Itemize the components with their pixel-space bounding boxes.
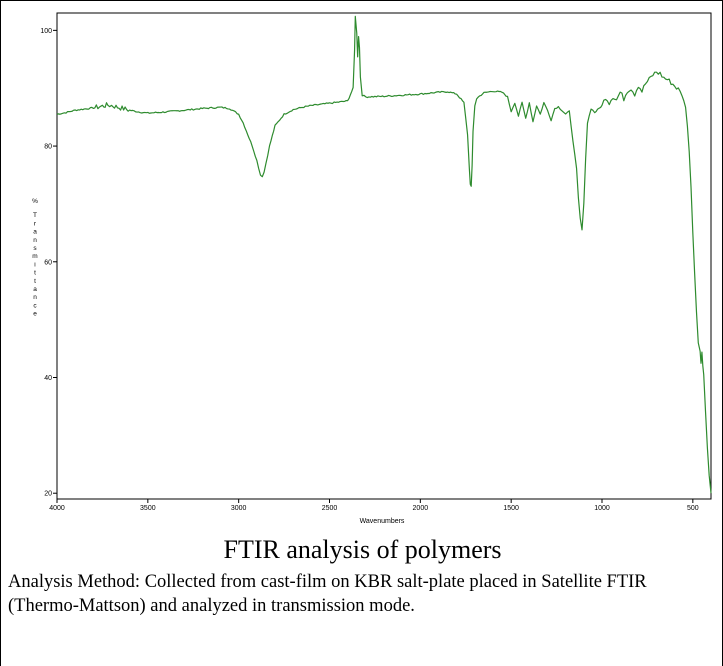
plot-area <box>56 12 712 500</box>
x-tick-label: 3000 <box>231 505 247 512</box>
transmittance-series-line <box>56 15 712 494</box>
y-label-letter: T <box>33 212 37 219</box>
y-tick-label: 80 <box>44 144 52 151</box>
x-tick-label: 2000 <box>413 505 429 512</box>
y-tick-label: 40 <box>44 375 52 382</box>
figure-caption: FTIR analysis of polymers <box>223 535 502 564</box>
y-label-letter: r <box>34 220 37 227</box>
x-tick-label: 500 <box>687 505 699 512</box>
y-label-letter: c <box>33 302 37 309</box>
y-tick-label: 60 <box>44 259 52 266</box>
x-axis-label: Wavenumbers <box>360 518 405 525</box>
x-tick-label: 1000 <box>594 505 610 512</box>
x-tick-label: 4000 <box>49 505 65 512</box>
y-label-letter: e <box>33 311 37 318</box>
y-label-letter: m <box>32 253 37 260</box>
y-label-letter: n <box>33 237 37 244</box>
y-label-letter: a <box>33 229 37 236</box>
y-axis: 100 80 60 40 20 <box>40 28 57 498</box>
x-axis: 4000 3500 3000 2500 2000 1500 1000 500 <box>49 499 699 512</box>
x-tick-label: 2500 <box>322 505 338 512</box>
y-label-letter: t <box>34 270 36 277</box>
y-label-letter: s <box>33 245 37 252</box>
y-tick-label: 100 <box>40 28 52 35</box>
ftir-chart: 4000 3500 3000 2500 2000 1500 1000 500 100 80 60 4… <box>32 12 712 525</box>
y-label-letter: t <box>34 278 36 285</box>
x-tick-label: 3500 <box>140 505 156 512</box>
y-label-letter: % <box>32 198 38 205</box>
y-label-letter: a <box>33 286 37 293</box>
x-tick-label: 1500 <box>503 505 519 512</box>
y-label-letter: i <box>34 261 35 268</box>
y-label-letter: n <box>33 294 37 301</box>
y-tick-label: 20 <box>44 491 52 498</box>
analysis-method-text: Analysis Method: Collected from cast-fil… <box>8 572 647 616</box>
